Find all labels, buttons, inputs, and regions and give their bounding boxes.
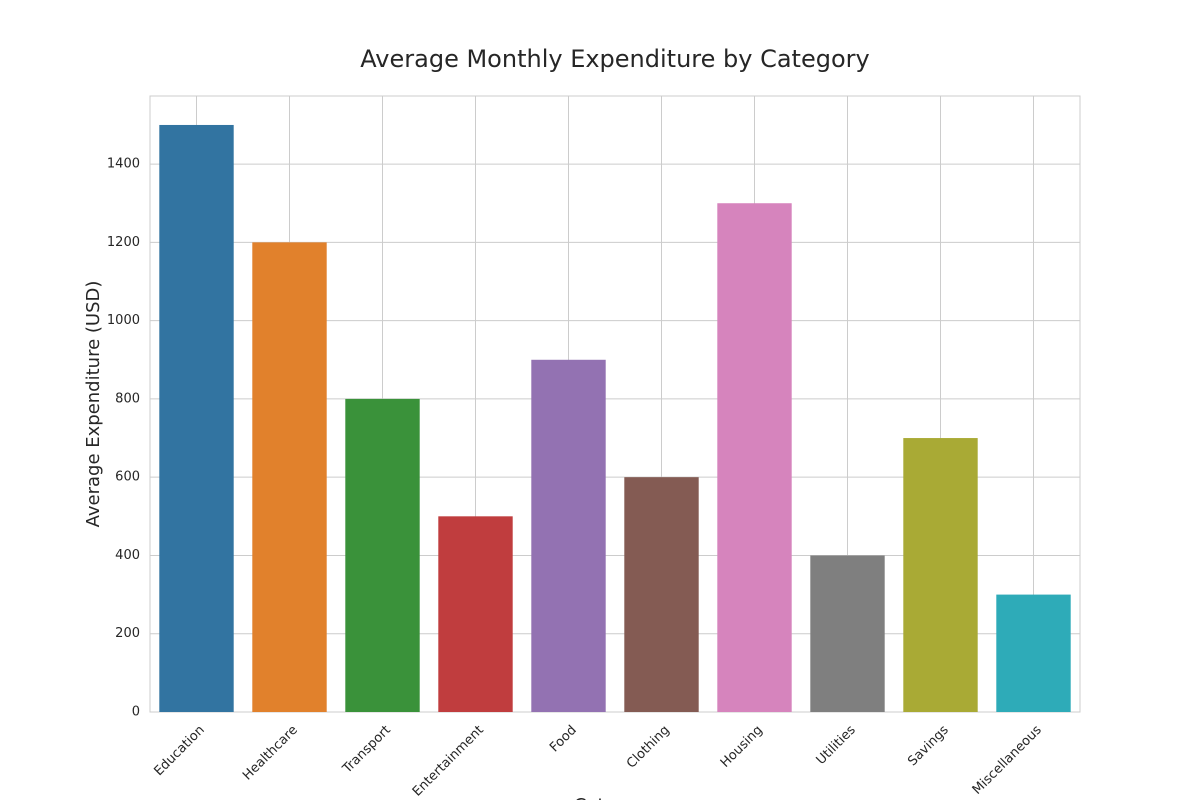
bar: [531, 359, 606, 712]
y-tick-label: 1200: [107, 235, 140, 250]
bar: [717, 203, 792, 712]
bar: [252, 242, 327, 713]
bar: [903, 438, 978, 712]
plot-frame: [149, 95, 1081, 713]
y-axis-label: Average Expenditure (USD): [83, 281, 104, 528]
chart-title: Average Monthly Expenditure by Category: [360, 45, 869, 73]
bar: [345, 398, 420, 712]
y-tick-label: 600: [115, 470, 140, 485]
y-tick-label: 200: [115, 626, 140, 641]
y-tick-label: 800: [115, 391, 140, 406]
y-tick-label: 0: [132, 705, 140, 720]
bar: [624, 477, 699, 712]
bar: [438, 516, 513, 712]
y-tick-label: 1400: [107, 157, 140, 172]
y-tick-label: 400: [115, 548, 140, 563]
bar: [996, 594, 1071, 712]
bar: [159, 124, 234, 712]
y-tick-label: 1000: [107, 313, 140, 328]
bar: [810, 555, 885, 712]
x-axis-label: Category: [574, 795, 657, 800]
